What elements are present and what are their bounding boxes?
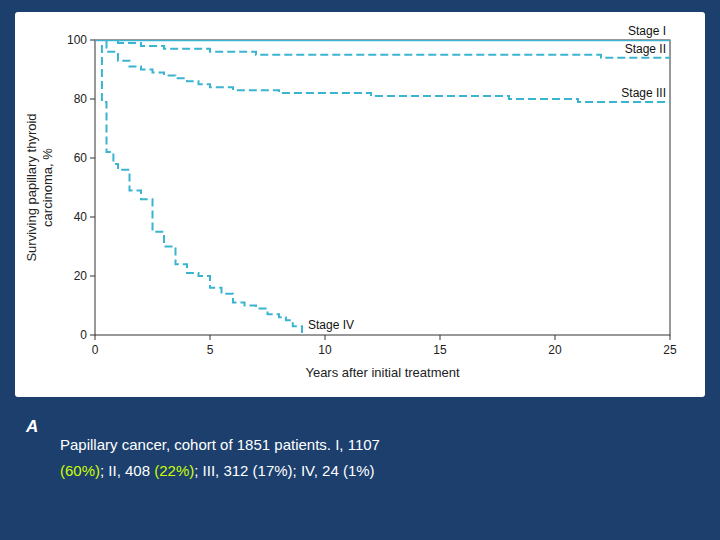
y-tick [90, 99, 95, 100]
caption: (60%); II, 408 (22%); III, 312 (17%); IV… [60, 462, 375, 479]
y-tick [90, 217, 95, 218]
x-tick [325, 335, 326, 340]
caption-segment: (22%) [154, 462, 194, 479]
x-tick [95, 335, 96, 340]
y-tick-label: 40 [74, 210, 88, 224]
y-axis-label: Surviving papillary thyroidcarcinoma, % [24, 113, 55, 261]
y-tick [90, 40, 95, 41]
x-tick [670, 335, 671, 340]
series-label: Stage III [621, 86, 666, 100]
x-axis-label: Years after initial treatment [305, 365, 460, 380]
y-tick [90, 335, 95, 336]
series-line [95, 40, 302, 335]
series-line [95, 40, 670, 58]
caption-segment: (60%) [60, 462, 100, 479]
series-line [95, 40, 670, 41]
y-tick [90, 158, 95, 159]
series-label: Stage II [625, 42, 666, 56]
caption-segment: ; III, 312 (17%); IV, 24 (1%) [194, 462, 374, 479]
y-tick-label: 20 [74, 269, 88, 283]
x-tick [210, 335, 211, 340]
y-tick-label: 80 [74, 92, 88, 106]
y-tick-label: 0 [80, 328, 87, 342]
plot-frame [95, 40, 670, 335]
x-tick-label: 5 [207, 343, 214, 357]
series-label: Stage I [628, 24, 666, 38]
panel [15, 12, 705, 397]
x-tick-label: 25 [663, 343, 677, 357]
x-tick [440, 335, 441, 340]
series-line [95, 40, 670, 102]
x-tick [555, 335, 556, 340]
y-tick-label: 60 [74, 151, 88, 165]
x-tick-label: 0 [92, 343, 99, 357]
plot-lines [95, 40, 670, 335]
chart: 0 5 10 15 20 25 0 20 40 60 80 100 Years after initia… [0, 0, 720, 540]
y-tick [90, 276, 95, 277]
x-tick-label: 15 [433, 343, 447, 357]
x-tick-label: 10 [318, 343, 332, 357]
panel-letter: A [25, 417, 38, 436]
y-tick-label: 100 [67, 33, 87, 47]
caption: Papillary cancer, cohort of 1851 patient… [60, 436, 380, 453]
series-label: Stage IV [308, 318, 354, 332]
caption-segment: ; II, 408 [100, 462, 154, 479]
x-tick-label: 20 [548, 343, 562, 357]
